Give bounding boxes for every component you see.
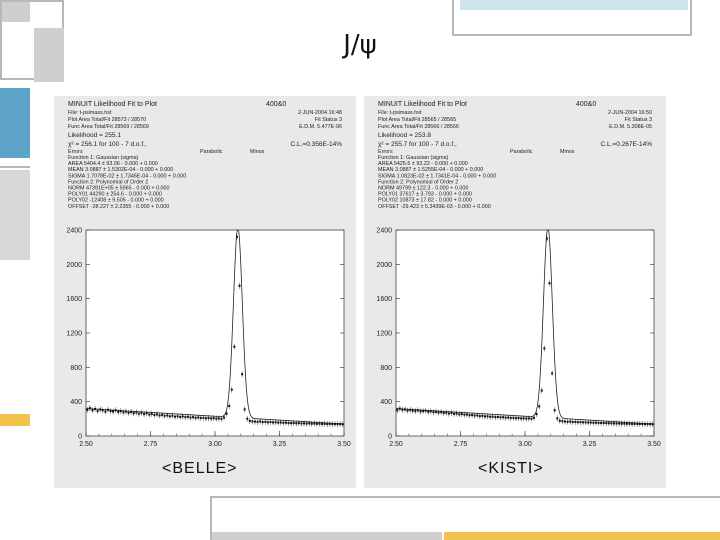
y-tick-label: 2000 <box>376 262 392 269</box>
fit-chi2-line: χ² = 255.7 for 100 - 7 d.o.f., <box>378 141 457 148</box>
param-line: OFFSET -29.423 ± 5.3439E-03 - 0.000 + 0.… <box>378 204 491 210</box>
param-line: Function 1: Gaussian (sigma) <box>68 155 139 161</box>
deco-gray-box-top-left <box>0 0 30 22</box>
fit-chi2-line: χ² = 256.1 for 100 - 7 d.o.f., <box>68 141 147 148</box>
fit-file-line: File: t-psimass.hst <box>68 110 112 116</box>
param-line: POLY02 10873 ± 17.82 - 0.000 + 0.000 <box>378 198 472 204</box>
fit-title: MINUIT Likelihood Fit to Plot <box>378 101 467 108</box>
params-header-1: Parabolic <box>200 149 223 155</box>
fit-plot-id: 400&0 <box>266 101 286 108</box>
deco-outline-box-bottom <box>210 496 720 540</box>
y-tick-label: 1200 <box>66 331 82 338</box>
fit-date-line: 2-JUN-2004 16:48 <box>298 110 342 116</box>
y-tick-label: 400 <box>380 399 392 406</box>
y-tick-label: 1200 <box>376 331 392 338</box>
param-line: Function 1: Gaussian (sigma) <box>378 155 449 161</box>
fit-curve <box>395 229 655 425</box>
params-header-0: Errors <box>378 149 393 155</box>
fit-panel-svg: MINUIT Likelihood Fit to Plot 400&0 File: … <box>66 101 351 448</box>
deco-line-left <box>0 166 30 168</box>
deco-gray-box-left-lower <box>0 170 30 260</box>
y-tick-label: 2400 <box>376 228 392 235</box>
y-tick-label: 2000 <box>66 262 82 269</box>
param-line: MEAN 3.0887 ± 1.5302E-04 - 0.000 + 0.000 <box>68 167 173 173</box>
x-tick-label: 3.00 <box>518 441 532 448</box>
fit-date-line: 2-JUN-2004 16:50 <box>608 110 652 116</box>
param-line: Function 2: Polynomial of Order 2 <box>378 179 458 185</box>
x-tick-label: 3.50 <box>337 441 351 448</box>
y-tick-label: 800 <box>70 365 82 372</box>
fit-area-line: Plot Area Total/Fit 28565 / 28565 <box>378 117 456 123</box>
param-line: MEAN 3.0887 ± 1.5255E-04 - 0.000 + 0.000 <box>378 167 483 173</box>
params-header-0: Errors <box>68 149 83 155</box>
fit-area-line: Plot Area Total/Fit 28573 / 28570 <box>68 117 146 123</box>
deco-yellow-box-bottom <box>444 532 720 540</box>
param-line: NORM 47391E+05 ± 5965 - 0.000 + 0.000 <box>68 186 170 192</box>
x-tick-label: 3.25 <box>583 441 597 448</box>
fit-cl-line: C.L.=0.267E-14% <box>601 141 653 148</box>
fit-cl-line: C.L.=0.356E-14% <box>291 141 343 148</box>
x-tick-label: 2.75 <box>144 441 158 448</box>
fit-likelihood-line: Likelihood = 253.8 <box>378 132 431 139</box>
fit-panel-belle: MINUIT Likelihood Fit to Plot 400&0 File: … <box>54 96 356 488</box>
y-tick-label: 0 <box>78 434 82 441</box>
fit-edm-line: E.D.M. 5.477E-06 <box>299 124 342 130</box>
x-tick-label: 2.50 <box>389 441 403 448</box>
params-header-2: Minos <box>250 149 265 155</box>
y-tick-label: 2400 <box>66 228 82 235</box>
fit-panel-kisti: MINUIT Likelihood Fit to Plot 400&0 File: … <box>364 96 666 488</box>
fit-file-line: File: t-psimass.hst <box>378 110 422 116</box>
fit-plot-id: 400&0 <box>576 101 596 108</box>
param-line: Function 2: Polynomial of Order 2 <box>68 179 148 185</box>
x-tick-label: 3.00 <box>208 441 222 448</box>
fit-likelihood-line: Likelihood = 255.1 <box>68 132 121 139</box>
fit-status-line: Fit Status 3 <box>315 117 342 123</box>
fit-func-line: Func Area Total/Fit 28569 / 28569 <box>68 124 149 130</box>
caption-kisti: <KISTI> <box>478 460 544 477</box>
param-line: POLY01 37617 ± 3.793 - 0.000 + 0.000 <box>378 192 472 198</box>
y-tick-label: 0 <box>388 434 392 441</box>
deco-gray-box-left <box>34 28 64 82</box>
x-tick-label: 3.25 <box>273 441 287 448</box>
param-line: POLY01 44290 ± 254.6 - 0.000 + 0.000 <box>68 192 162 198</box>
deco-blue-box-left <box>0 88 30 158</box>
fit-curve <box>85 229 345 425</box>
param-line: POLY02 -12408 ± 9.505 - 0.000 + 0.000 <box>68 198 164 204</box>
slide-title: J/ψ <box>343 30 377 60</box>
plot-frame <box>85 229 345 437</box>
fit-edm-line: E.D.M. 5.308E-05 <box>609 124 652 130</box>
param-line: SIGMA 1.0823E-02 ± 1.7341E-04 - 0.000 + … <box>378 173 496 179</box>
deco-yellow-box-left <box>0 414 30 426</box>
fit-title: MINUIT Likelihood Fit to Plot <box>68 101 157 108</box>
params-header-2: Minos <box>560 149 575 155</box>
deco-outline-box-top-right <box>452 0 692 36</box>
x-tick-label: 2.50 <box>79 441 93 448</box>
y-tick-label: 400 <box>70 399 82 406</box>
param-line: AREA 5404.4 ± 93.06 - 0.000 + 0.000 <box>68 161 158 167</box>
caption-belle: <BELLE> <box>162 460 238 477</box>
y-tick-label: 800 <box>380 365 392 372</box>
fit-status-line: Fit Status 3 <box>625 117 652 123</box>
param-line: AREA 5425.6 ± 93.22 - 0.000 + 0.000 <box>378 161 468 167</box>
params-header-1: Parabolic <box>510 149 533 155</box>
fit-panel-svg: MINUIT Likelihood Fit to Plot 400&0 File: … <box>376 101 661 448</box>
param-line: SIGMA 1.7078E-02 ± 1.7346E-04 - 0.000 + … <box>68 173 186 179</box>
x-tick-label: 2.75 <box>454 441 468 448</box>
deco-blue-box-top-right <box>460 0 688 10</box>
y-tick-label: 1600 <box>66 296 82 303</box>
param-line: NORM 49799 ± 122.3 - 0.000 + 0.000 <box>378 186 468 192</box>
param-line: OFFSET -28.227 ± 2.2355 - 0.000 + 0.000 <box>68 204 169 210</box>
x-tick-label: 3.50 <box>647 441 661 448</box>
deco-gray-box-bottom <box>212 532 442 540</box>
plot-frame <box>395 229 655 437</box>
y-tick-label: 1600 <box>376 296 392 303</box>
fit-func-line: Func Area Total/Fit 28566 / 28566 <box>378 124 459 130</box>
